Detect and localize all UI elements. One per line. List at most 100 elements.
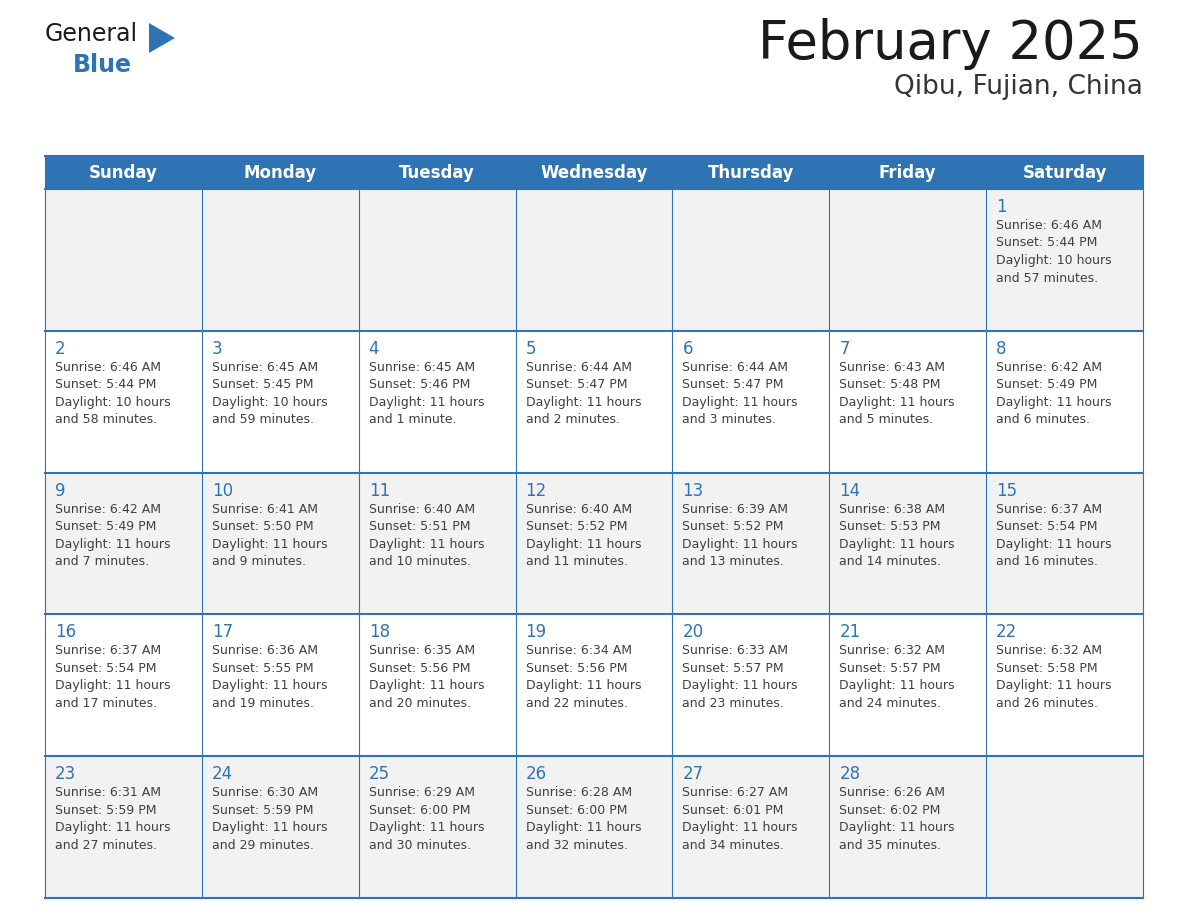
Text: Sunrise: 6:35 AM: Sunrise: 6:35 AM [368, 644, 475, 657]
Text: 2: 2 [55, 340, 65, 358]
Bar [359, 614, 516, 756]
Text: Sunrise: 6:42 AM: Sunrise: 6:42 AM [997, 361, 1102, 374]
Text: and 26 minutes.: and 26 minutes. [997, 697, 1098, 710]
Text: and 17 minutes.: and 17 minutes. [55, 697, 157, 710]
Text: Daylight: 11 hours: Daylight: 11 hours [368, 396, 485, 409]
Text: Sunrise: 6:45 AM: Sunrise: 6:45 AM [211, 361, 318, 374]
Text: Daylight: 11 hours: Daylight: 11 hours [682, 679, 798, 692]
Text: Daylight: 11 hours: Daylight: 11 hours [525, 396, 642, 409]
Text: Sunrise: 6:37 AM: Sunrise: 6:37 AM [55, 644, 162, 657]
Text: Daylight: 11 hours: Daylight: 11 hours [839, 538, 955, 551]
Text: Sunrise: 6:42 AM: Sunrise: 6:42 AM [55, 502, 162, 516]
Text: Daylight: 11 hours: Daylight: 11 hours [682, 396, 798, 409]
Text: Daylight: 11 hours: Daylight: 11 hours [55, 679, 171, 692]
Text: Daylight: 11 hours: Daylight: 11 hours [55, 822, 171, 834]
Text: and 11 minutes.: and 11 minutes. [525, 555, 627, 568]
Bar [672, 473, 829, 614]
Text: Daylight: 11 hours: Daylight: 11 hours [55, 538, 171, 551]
Text: and 16 minutes.: and 16 minutes. [997, 555, 1098, 568]
Text: Sunset: 5:59 PM: Sunset: 5:59 PM [55, 803, 157, 817]
Text: 13: 13 [682, 482, 703, 499]
Bar [672, 614, 829, 756]
Bar [516, 473, 672, 614]
Text: Sunset: 5:49 PM: Sunset: 5:49 PM [997, 378, 1098, 391]
Text: February 2025: February 2025 [758, 18, 1143, 70]
Text: 24: 24 [211, 766, 233, 783]
Text: and 57 minutes.: and 57 minutes. [997, 272, 1098, 285]
Bar [829, 614, 986, 756]
Text: Sunrise: 6:32 AM: Sunrise: 6:32 AM [997, 644, 1102, 657]
Text: Daylight: 11 hours: Daylight: 11 hours [997, 538, 1112, 551]
Text: Sunset: 5:56 PM: Sunset: 5:56 PM [368, 662, 470, 675]
Bar [516, 756, 672, 898]
Text: 27: 27 [682, 766, 703, 783]
Text: Sunrise: 6:40 AM: Sunrise: 6:40 AM [525, 502, 632, 516]
Text: Sunset: 6:01 PM: Sunset: 6:01 PM [682, 803, 784, 817]
Text: Daylight: 11 hours: Daylight: 11 hours [997, 396, 1112, 409]
Text: and 29 minutes.: and 29 minutes. [211, 839, 314, 852]
Text: Sunset: 5:44 PM: Sunset: 5:44 PM [997, 237, 1098, 250]
Bar [829, 189, 986, 330]
Text: Daylight: 11 hours: Daylight: 11 hours [839, 822, 955, 834]
Bar [672, 330, 829, 473]
Text: and 10 minutes.: and 10 minutes. [368, 555, 470, 568]
Text: Blue: Blue [72, 53, 132, 77]
Text: 21: 21 [839, 623, 860, 642]
Text: 16: 16 [55, 623, 76, 642]
Bar [202, 473, 359, 614]
Text: 4: 4 [368, 340, 379, 358]
Text: Daylight: 11 hours: Daylight: 11 hours [211, 679, 328, 692]
Bar [202, 614, 359, 756]
Text: Daylight: 11 hours: Daylight: 11 hours [211, 538, 328, 551]
Text: Daylight: 11 hours: Daylight: 11 hours [211, 822, 328, 834]
Text: and 5 minutes.: and 5 minutes. [839, 413, 934, 426]
Text: and 7 minutes.: and 7 minutes. [55, 555, 150, 568]
Bar [986, 473, 1143, 614]
Text: Sunrise: 6:38 AM: Sunrise: 6:38 AM [839, 502, 946, 516]
Text: Sunrise: 6:44 AM: Sunrise: 6:44 AM [682, 361, 789, 374]
Text: Sunset: 5:54 PM: Sunset: 5:54 PM [997, 521, 1098, 533]
Text: Sunrise: 6:45 AM: Sunrise: 6:45 AM [368, 361, 475, 374]
Text: Daylight: 11 hours: Daylight: 11 hours [525, 538, 642, 551]
Text: Daylight: 11 hours: Daylight: 11 hours [368, 538, 485, 551]
Bar [516, 330, 672, 473]
Text: Qibu, Fujian, China: Qibu, Fujian, China [895, 74, 1143, 100]
Text: Sunrise: 6:46 AM: Sunrise: 6:46 AM [55, 361, 162, 374]
Text: Sunset: 5:45 PM: Sunset: 5:45 PM [211, 378, 314, 391]
Text: and 9 minutes.: and 9 minutes. [211, 555, 305, 568]
Text: and 19 minutes.: and 19 minutes. [211, 697, 314, 710]
Text: Sunset: 5:47 PM: Sunset: 5:47 PM [682, 378, 784, 391]
Text: 11: 11 [368, 482, 390, 499]
Text: Daylight: 11 hours: Daylight: 11 hours [525, 822, 642, 834]
Text: and 59 minutes.: and 59 minutes. [211, 413, 314, 426]
Text: and 22 minutes.: and 22 minutes. [525, 697, 627, 710]
Text: Sunrise: 6:39 AM: Sunrise: 6:39 AM [682, 502, 789, 516]
Text: 7: 7 [839, 340, 849, 358]
Text: Sunset: 5:57 PM: Sunset: 5:57 PM [682, 662, 784, 675]
Text: Sunset: 5:56 PM: Sunset: 5:56 PM [525, 662, 627, 675]
Text: Sunset: 5:52 PM: Sunset: 5:52 PM [525, 521, 627, 533]
Text: Sunrise: 6:44 AM: Sunrise: 6:44 AM [525, 361, 632, 374]
Text: Daylight: 10 hours: Daylight: 10 hours [211, 396, 328, 409]
Bar [516, 614, 672, 756]
Bar [359, 189, 516, 330]
Text: Monday: Monday [244, 163, 317, 182]
Text: and 13 minutes.: and 13 minutes. [682, 555, 784, 568]
Text: Sunrise: 6:46 AM: Sunrise: 6:46 AM [997, 219, 1102, 232]
Text: and 3 minutes.: and 3 minutes. [682, 413, 777, 426]
Bar [45, 756, 202, 898]
Text: Sunset: 6:00 PM: Sunset: 6:00 PM [368, 803, 470, 817]
Text: Daylight: 11 hours: Daylight: 11 hours [368, 822, 485, 834]
Text: Sunset: 5:53 PM: Sunset: 5:53 PM [839, 521, 941, 533]
Text: Sunrise: 6:33 AM: Sunrise: 6:33 AM [682, 644, 789, 657]
Text: 12: 12 [525, 482, 546, 499]
Text: and 2 minutes.: and 2 minutes. [525, 413, 620, 426]
Text: and 23 minutes.: and 23 minutes. [682, 697, 784, 710]
Bar [359, 330, 516, 473]
Text: and 32 minutes.: and 32 minutes. [525, 839, 627, 852]
Text: Sunset: 5:48 PM: Sunset: 5:48 PM [839, 378, 941, 391]
Text: Sunrise: 6:37 AM: Sunrise: 6:37 AM [997, 502, 1102, 516]
Text: Sunset: 5:49 PM: Sunset: 5:49 PM [55, 521, 157, 533]
Text: Daylight: 10 hours: Daylight: 10 hours [55, 396, 171, 409]
Text: Friday: Friday [879, 163, 936, 182]
